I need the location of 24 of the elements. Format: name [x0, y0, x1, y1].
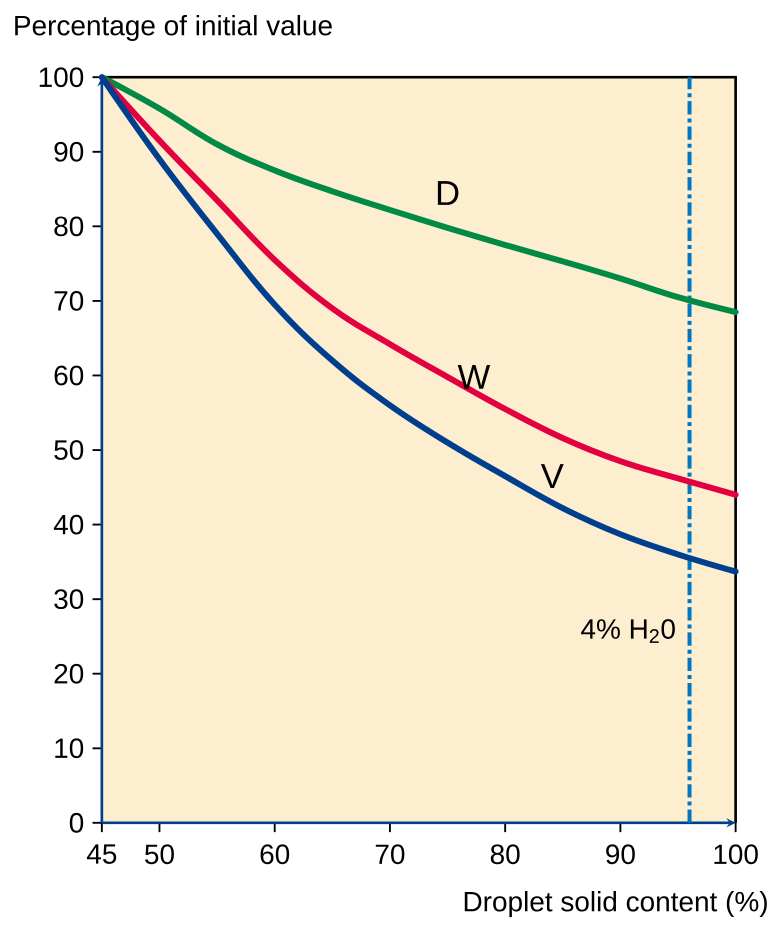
y-tick-label: 70 [54, 291, 84, 311]
y-tick-label: 40 [54, 514, 84, 534]
ref-line-label: 4% H$_{2}$0 [581, 619, 675, 643]
x-tick-label: 90 [606, 844, 635, 864]
y-tick-label: 60 [54, 366, 84, 386]
y-tick-label: 0 [70, 812, 84, 833]
x-tick-label: 60 [260, 844, 290, 864]
y-tick-label: 20 [54, 664, 84, 684]
y-tick-label: 100 [40, 67, 84, 88]
x-tick-label: 70 [376, 844, 404, 864]
x-tick-label: 45 [86, 844, 116, 864]
x-tick-label: 80 [490, 844, 520, 864]
x-axis-title: Droplet solid content (%) [464, 891, 767, 918]
x-tick-label: 50 [145, 844, 174, 864]
y-tick-label: 10 [55, 738, 84, 758]
series-label: V [540, 464, 564, 488]
x-tick-label: 100 [714, 844, 758, 864]
y-tick-label: 50 [54, 440, 84, 460]
y-tick-label: 30 [54, 589, 84, 610]
y-tick-label: 80 [54, 216, 84, 236]
series-label: W [458, 364, 490, 389]
chart-title: Percentage of initial value [15, 14, 332, 42]
y-tick-label: 90 [54, 142, 84, 162]
series-label: D [438, 181, 458, 205]
